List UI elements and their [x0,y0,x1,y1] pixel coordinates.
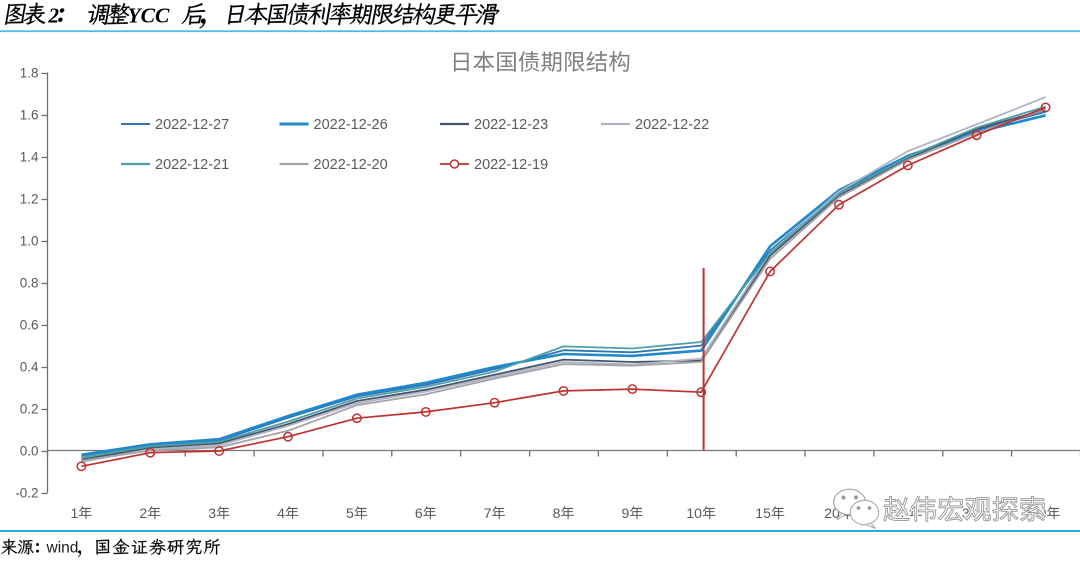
svg-text:2: 2 [48,4,60,28]
svg-text:0.2: 0.2 [20,402,39,417]
svg-text:1: 1 [71,505,79,521]
svg-text:10: 10 [686,505,702,521]
svg-text:0.6: 0.6 [20,318,39,333]
svg-text:0.4: 0.4 [20,360,39,375]
svg-text:YCC: YCC [128,4,170,28]
svg-text:8: 8 [553,505,561,521]
svg-text:1.0: 1.0 [20,234,39,249]
svg-text:0.8: 0.8 [20,276,39,291]
svg-text:wind: wind [46,540,79,557]
svg-text:7: 7 [484,505,492,521]
svg-text:1.8: 1.8 [20,66,39,81]
svg-text:2: 2 [139,505,147,521]
svg-text:0.0: 0.0 [20,444,39,459]
svg-text:2022-12-19: 2022-12-19 [474,157,548,173]
svg-text:4: 4 [277,505,285,521]
svg-text:1.6: 1.6 [20,108,39,123]
svg-text:2022-12-21: 2022-12-21 [155,157,229,173]
svg-text:-0.2: -0.2 [15,486,38,501]
svg-text:2022-12-22: 2022-12-22 [635,117,709,133]
svg-text:2022-12-23: 2022-12-23 [474,117,548,133]
svg-text:15: 15 [755,505,771,521]
svg-text:1.4: 1.4 [20,150,39,165]
svg-text:9: 9 [622,505,630,521]
svg-text:2022-12-27: 2022-12-27 [155,117,229,133]
svg-text:2022-12-20: 2022-12-20 [314,157,388,173]
svg-text:1.2: 1.2 [20,192,39,207]
svg-text:3: 3 [208,505,216,521]
svg-text:2022-12-26: 2022-12-26 [314,117,388,133]
svg-text:6: 6 [415,505,423,521]
svg-text:5: 5 [346,505,354,521]
